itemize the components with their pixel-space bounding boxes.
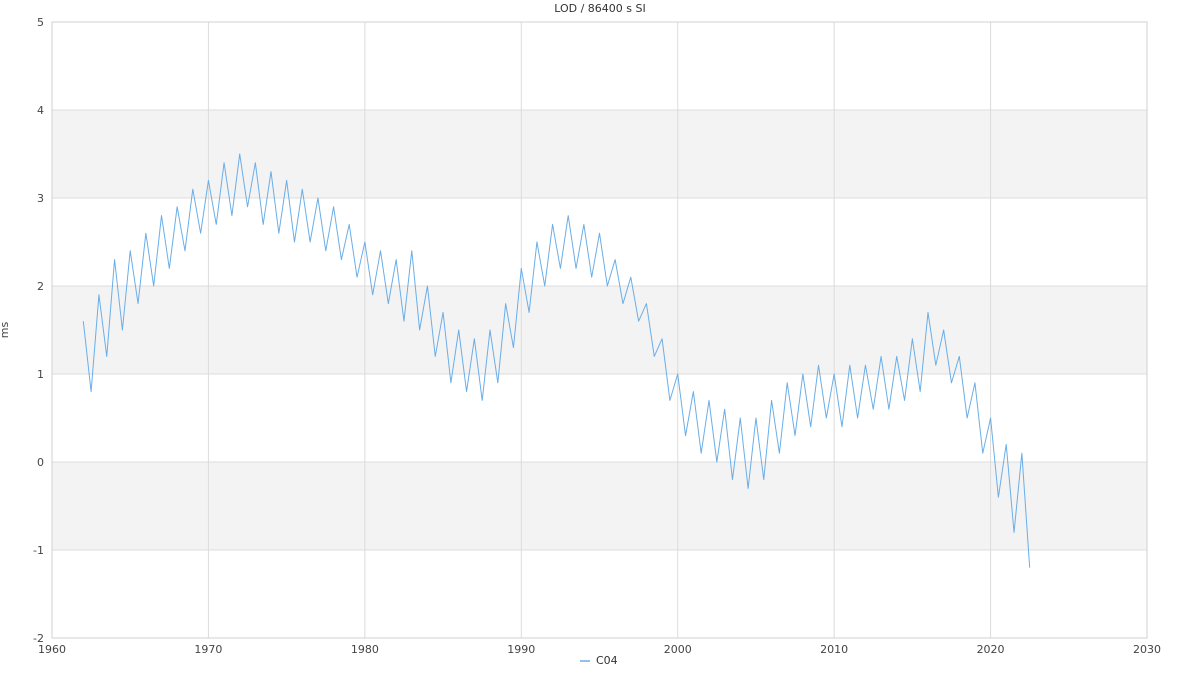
series-line-c04 bbox=[82, 153, 1031, 568]
y-tick-label: 0 bbox=[37, 456, 44, 469]
y-tick-label: 3 bbox=[37, 192, 44, 205]
x-tick-label: 1960 bbox=[38, 643, 66, 656]
y-tick-label: 1 bbox=[37, 368, 44, 381]
background-band bbox=[52, 462, 1147, 550]
background-band bbox=[52, 110, 1147, 198]
y-axis-ticks: -2 -1 0 1 2 3 4 5 bbox=[33, 16, 44, 645]
x-tick-label: 1970 bbox=[194, 643, 222, 656]
y-tick-label: -2 bbox=[33, 632, 44, 645]
y-tick-label: 2 bbox=[37, 280, 44, 293]
background-bands bbox=[52, 110, 1147, 550]
plot-border bbox=[51, 21, 1148, 639]
x-tick-label: 2030 bbox=[1133, 643, 1161, 656]
y-tick-label: 5 bbox=[37, 16, 44, 29]
grid-lines bbox=[51, 21, 1148, 639]
x-tick-label: 2000 bbox=[664, 643, 692, 656]
x-tick-label: 1990 bbox=[507, 643, 535, 656]
legend[interactable]: C04 bbox=[580, 654, 618, 667]
chart-title: LOD / 86400 s SI bbox=[554, 2, 646, 15]
x-tick-label: 2020 bbox=[977, 643, 1005, 656]
y-tick-label: -1 bbox=[33, 544, 44, 557]
series-layer bbox=[82, 153, 1031, 568]
x-axis-ticks: 1960 1970 1980 1990 2000 2010 2020 2030 bbox=[38, 643, 1161, 656]
y-axis-label: ms bbox=[0, 322, 11, 339]
y-tick-label: 4 bbox=[37, 104, 44, 117]
x-tick-label: 2010 bbox=[820, 643, 848, 656]
background-band bbox=[52, 286, 1147, 374]
legend-label-c04: C04 bbox=[596, 654, 618, 667]
x-tick-label: 1980 bbox=[351, 643, 379, 656]
